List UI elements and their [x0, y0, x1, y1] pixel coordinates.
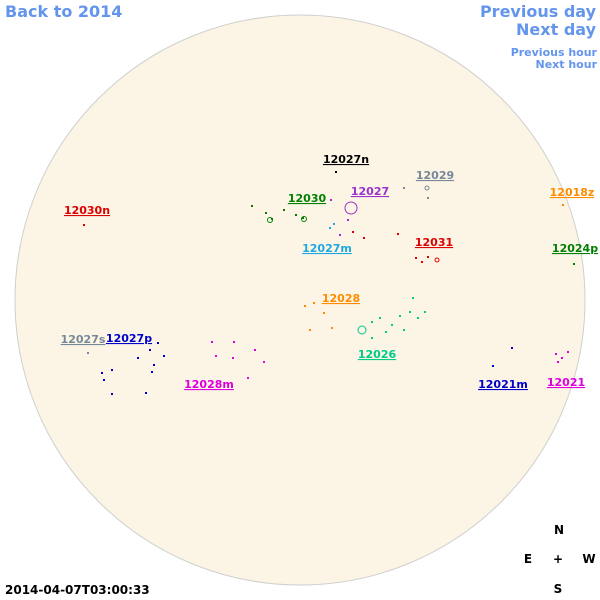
spot	[329, 227, 331, 229]
spot	[163, 355, 165, 357]
region-label[interactable]: 12029	[416, 169, 454, 182]
spot	[295, 214, 297, 216]
spot	[309, 329, 311, 331]
spot	[399, 315, 401, 317]
spot	[421, 261, 423, 263]
spot	[313, 302, 315, 304]
spot	[302, 217, 304, 219]
spot	[427, 256, 429, 258]
compass-west: W	[582, 552, 595, 566]
previous-day-link[interactable]: Previous day	[480, 2, 597, 21]
spot	[301, 216, 307, 222]
spot	[331, 327, 333, 329]
region-label[interactable]: 12024p	[552, 242, 598, 255]
spot	[151, 371, 153, 373]
region-label[interactable]: 12027n	[323, 153, 369, 166]
spot	[263, 361, 265, 363]
spot	[434, 257, 440, 263]
spot	[335, 171, 337, 173]
spot	[555, 353, 557, 355]
spot	[87, 352, 89, 354]
spot	[254, 349, 256, 351]
spot	[251, 205, 253, 207]
spot	[363, 237, 365, 239]
spot	[149, 349, 151, 351]
compass-center: +	[553, 552, 563, 566]
spot	[511, 347, 513, 349]
region-label[interactable]: 12027s	[61, 333, 106, 346]
spot	[247, 377, 249, 379]
spot	[557, 361, 559, 363]
spot	[415, 257, 417, 259]
region-label[interactable]: 12021	[547, 376, 585, 389]
spot	[103, 379, 105, 381]
spot	[83, 224, 85, 226]
regions: 12027n 12029 12027 12018z 12030 12030n 1…	[61, 153, 599, 391]
spot	[427, 197, 429, 199]
compass-south: S	[554, 582, 563, 596]
spot	[403, 187, 405, 189]
spot	[111, 393, 113, 395]
compass-east: E	[524, 552, 532, 566]
spot	[424, 185, 430, 191]
spot	[267, 217, 273, 223]
spot	[352, 231, 354, 233]
timestamp: 2014-04-07T03:00:33	[5, 583, 150, 597]
spot	[157, 342, 159, 344]
spot	[573, 263, 575, 265]
region-label[interactable]: 12030n	[64, 204, 110, 217]
region-label[interactable]: 12026	[358, 348, 397, 361]
region-label[interactable]: 12021m	[478, 378, 528, 391]
region-label[interactable]: 12027m	[302, 242, 352, 255]
spot	[211, 341, 213, 343]
compass-north: N	[554, 523, 564, 537]
spot	[562, 204, 564, 206]
spot	[567, 351, 569, 353]
back-link[interactable]: Back to 2014	[5, 2, 122, 21]
spot	[385, 331, 387, 333]
spot	[379, 317, 381, 319]
region-label[interactable]: 12028	[322, 292, 360, 305]
spot	[215, 355, 217, 357]
region-label[interactable]: 12027	[351, 185, 389, 198]
region-label[interactable]: 12018z	[550, 186, 595, 199]
region-label[interactable]: 12030	[288, 192, 327, 205]
spot	[492, 365, 494, 367]
next-hour-link[interactable]: Next hour	[536, 58, 598, 71]
next-day-link[interactable]: Next day	[516, 20, 597, 39]
spot	[101, 372, 103, 374]
spot	[371, 337, 373, 339]
spot	[333, 223, 335, 225]
region-label[interactable]: 12031	[415, 236, 453, 249]
spot	[344, 201, 358, 215]
region-label[interactable]: 12028m	[184, 378, 234, 391]
spot	[153, 364, 155, 366]
spot	[371, 321, 373, 323]
spot	[111, 369, 113, 371]
previous-hour-link[interactable]: Previous hour	[511, 46, 598, 59]
spot	[347, 219, 349, 221]
spot	[424, 311, 426, 313]
spot	[265, 212, 267, 214]
spot	[339, 234, 341, 236]
spot	[397, 233, 399, 235]
spot	[409, 311, 411, 313]
spot	[304, 305, 306, 307]
spot	[403, 329, 405, 331]
spot	[330, 199, 332, 201]
region-label[interactable]: 12027p	[106, 332, 152, 345]
spot	[323, 312, 325, 314]
spot	[233, 341, 235, 343]
spot	[412, 297, 414, 299]
spot	[357, 325, 367, 335]
spot	[561, 357, 563, 359]
spot	[145, 392, 147, 394]
solar-disk	[14, 14, 586, 586]
spot	[137, 357, 139, 359]
spot	[391, 324, 393, 326]
spot	[417, 317, 419, 319]
spot	[283, 209, 285, 211]
spot	[232, 357, 234, 359]
